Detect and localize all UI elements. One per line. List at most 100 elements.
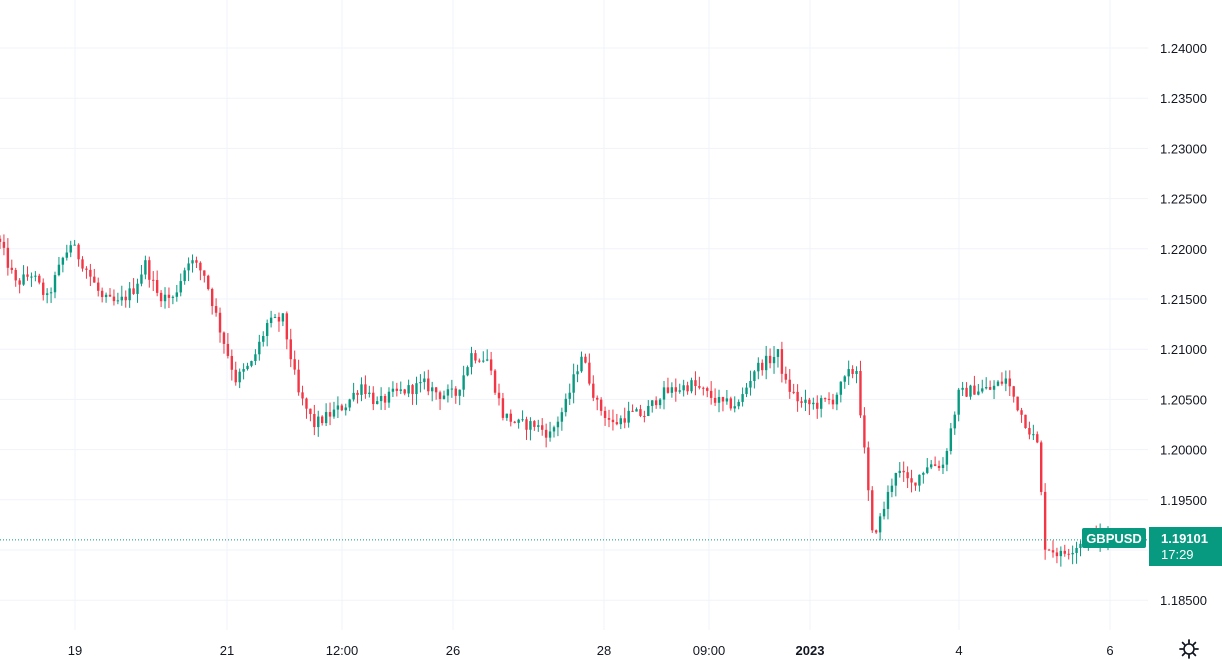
candle [1020,407,1023,423]
candle [647,400,650,417]
candle-body [112,296,116,302]
candle-body [281,313,285,322]
candle [273,313,277,319]
candle [957,387,960,422]
candle [1079,540,1082,557]
candle [49,287,53,303]
candle [949,422,953,455]
candle [627,401,630,428]
candle [686,381,689,395]
candle [1051,540,1055,558]
candle [415,376,418,405]
candle [242,363,245,380]
candle-body [651,400,654,406]
candle [1016,396,1019,412]
candle [53,271,57,299]
candle [230,349,234,381]
candle [203,270,206,283]
candle-body [796,391,799,402]
candle-body [607,418,611,420]
candle-body [407,385,410,394]
candle-body [332,409,336,417]
candle-body [497,392,501,399]
time-axis[interactable]: 19 21 12:00 26 28 09:00 2023 4 6 [68,643,1114,658]
candle [454,386,457,404]
candle-body [18,280,21,285]
candle-body [878,516,882,533]
x-tick-label: 6 [1106,643,1113,658]
candle [965,382,968,398]
candle-body [73,244,76,246]
candle-body [733,406,736,409]
candle [666,377,670,394]
candle [45,288,49,304]
candle [1008,370,1011,397]
candle-body [761,362,764,371]
candle-body [768,355,772,364]
candle [214,298,218,317]
candle-body [1036,434,1039,443]
candle-body [682,385,685,391]
candle [81,256,84,272]
candle-body [1059,550,1063,557]
candle-body [466,367,469,376]
candle-body [93,276,96,283]
candle-body [360,384,363,395]
candle-body [462,375,465,390]
candle-body [792,391,795,393]
candle-body [120,296,124,301]
candle-body [356,392,359,395]
candle [277,312,281,332]
candle-body [438,392,442,399]
candle-body [965,387,968,397]
settings-gear-icon[interactable] [1179,639,1199,659]
candle [391,381,395,397]
candle [623,407,626,429]
candle [725,389,729,405]
candle-body [886,491,890,509]
candle [945,448,949,472]
candle-body [403,389,406,394]
x-tick-label: 28 [597,643,611,658]
candle [737,399,740,410]
candle [360,377,363,402]
candle [800,396,803,408]
candle-body [89,269,92,277]
candle [639,404,642,418]
candle-body [140,274,143,284]
candle-body [918,474,921,486]
candle-body [454,388,457,396]
y-tick-label: 1.18500 [1160,593,1207,608]
candle-body [1016,396,1019,411]
candle [599,397,603,416]
candle-body [293,359,296,370]
candle-body [69,245,72,253]
candle-body [615,422,619,425]
candle [568,383,571,406]
candle-body [313,414,316,428]
candle [199,261,202,281]
candle-body [584,356,587,363]
candle [984,377,988,390]
candle [741,387,744,407]
price-axis[interactable]: 1.24000 1.23500 1.23000 1.22500 1.22000 1.215… [1160,41,1207,608]
candle-body [285,313,289,340]
candle [14,267,17,287]
candle-body [415,383,418,395]
candle-body [816,402,819,409]
candle-body [929,464,933,468]
candle [328,402,332,426]
candle-body [100,290,104,298]
candle-body [753,371,756,381]
candle-body [706,388,709,391]
candle-body [674,387,678,392]
candle [10,259,13,274]
candle-body [780,349,784,374]
candle [894,472,898,497]
candle [1032,424,1035,441]
candle [918,474,921,492]
candle-body [969,385,972,397]
candle [383,393,387,410]
candle [136,278,139,303]
